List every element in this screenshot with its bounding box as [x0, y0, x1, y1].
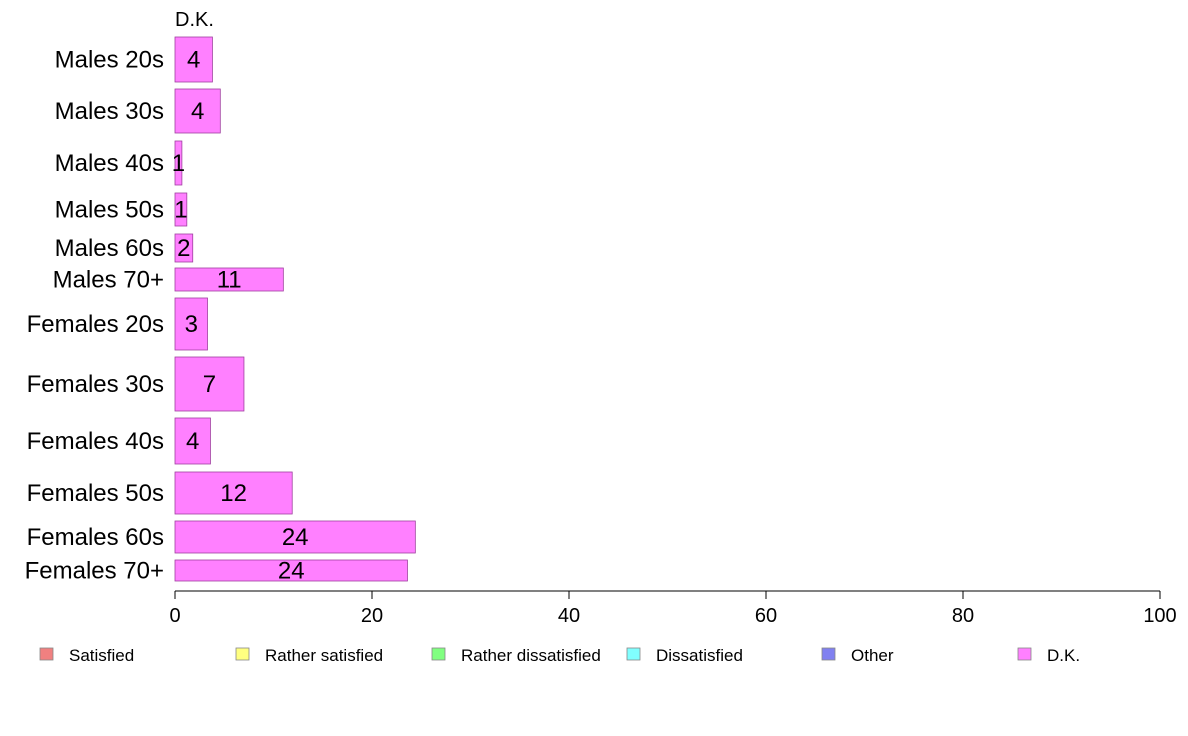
bars-layer: Males 20s 4 Males 30s 4 Males 40s 1 Males 50s 1… [25, 36, 416, 585]
category-label: Females 20s [27, 311, 164, 338]
bar [174, 233, 194, 263]
category-label: Males 60s [55, 235, 164, 262]
bar [174, 520, 416, 554]
x-axis: 0 20 40 60 80 100 [169, 590, 1177, 627]
legend-label: D.K. [1047, 646, 1080, 665]
legend-swatch [431, 647, 446, 661]
bar [174, 36, 213, 83]
category-label: Females 50s [27, 480, 164, 507]
category-label: Females 40s [27, 428, 164, 455]
category-label: Males 30s [55, 98, 164, 125]
x-tick-label: 40 [558, 605, 580, 627]
data-label: 11 [217, 267, 242, 294]
category-label: Males 70+ [53, 267, 164, 294]
legend: Satisfied Rather satisfied Rather dissatis… [39, 646, 1080, 665]
legend-label: Rather dissatisfied [461, 646, 601, 665]
bar [174, 417, 211, 465]
data-label: 12 [220, 480, 247, 507]
x-tick-label: 100 [1143, 605, 1176, 627]
data-label: 1 [172, 150, 185, 177]
bar [174, 140, 183, 186]
data-label: 4 [186, 428, 199, 455]
legend-label: Rather satisfied [265, 646, 383, 665]
x-tick-label: 80 [952, 605, 974, 627]
x-tick-label: 60 [755, 605, 777, 627]
data-label: 1 [174, 197, 187, 224]
category-label: Males 40s [55, 150, 164, 177]
bar [174, 88, 221, 134]
data-label: 4 [191, 98, 204, 125]
data-label: 2 [177, 235, 190, 262]
data-label: 7 [203, 371, 216, 398]
legend-label: Satisfied [69, 646, 134, 665]
x-tick-label: 0 [169, 605, 180, 627]
legend-swatch [626, 647, 641, 661]
legend-swatch [235, 647, 250, 661]
data-label: 4 [187, 47, 200, 74]
legend-swatch [39, 647, 54, 661]
data-label: 24 [282, 524, 309, 551]
bar [174, 559, 408, 582]
category-label: Males 50s [55, 197, 164, 224]
bar [174, 471, 293, 515]
category-label: Females 60s [27, 524, 164, 551]
bar [174, 356, 245, 412]
category-label: Males 20s [55, 47, 164, 74]
category-label: Females 70+ [25, 558, 164, 585]
data-label: 24 [278, 558, 305, 585]
data-label: 3 [185, 311, 198, 338]
bar [174, 267, 284, 292]
category-label: Females 30s [27, 371, 164, 398]
x-tick-label: 20 [361, 605, 383, 627]
legend-swatch [821, 647, 836, 661]
legend-swatch [1017, 647, 1032, 661]
legend-label: Dissatisfied [656, 646, 743, 665]
legend-label: Other [851, 646, 894, 665]
bar [174, 297, 208, 351]
panel-title: D.K. [175, 9, 214, 31]
bar [174, 192, 188, 227]
